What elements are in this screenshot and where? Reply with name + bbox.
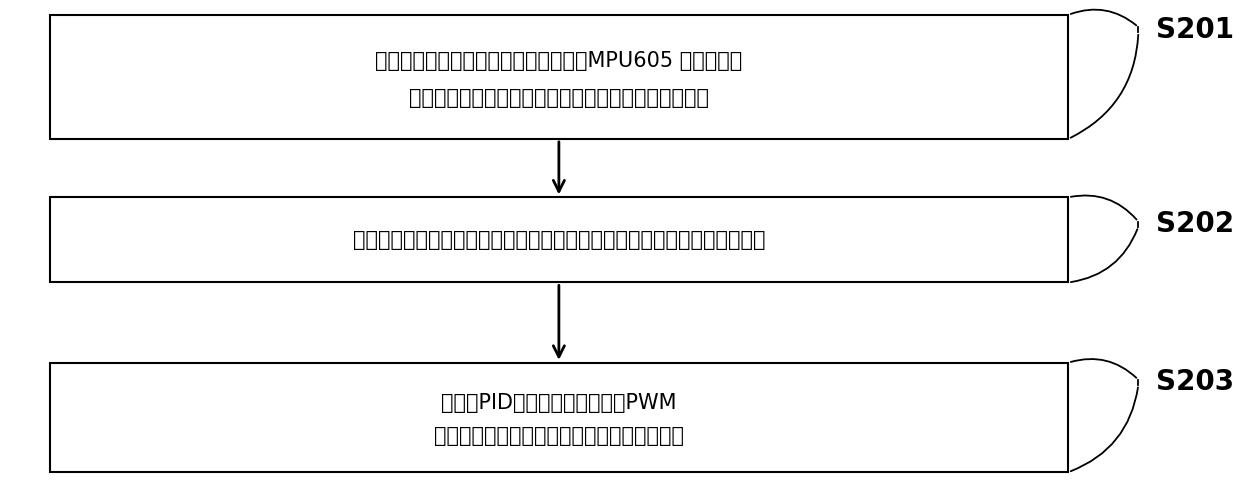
Text: S201: S201	[1156, 16, 1234, 43]
Text: S202: S202	[1156, 210, 1234, 238]
Bar	[50, 15, 1068, 139]
Bar	[50, 197, 1068, 282]
Bar	[50, 363, 1068, 472]
Text: 利用一阶互补滤波的方法对姿态传感器MPU605 片内陀螺仪: 利用一阶互补滤波的方法对姿态传感器MPU605 片内陀螺仪	[376, 51, 743, 71]
Text: 通过增量式编码器获取机器人两轮速度，同时通过摄像头获取轨道路径信息: 通过增量式编码器获取机器人两轮速度，同时通过摄像头获取轨道路径信息	[352, 230, 765, 250]
Text: S203: S203	[1156, 368, 1234, 396]
Text: 再采用PID闭环控制算法对电机PWM: 再采用PID闭环控制算法对电机PWM	[441, 393, 677, 413]
Text: 控制信号进行控制，实现系统的动态平衡控制: 控制信号进行控制，实现系统的动态平衡控制	[434, 426, 684, 446]
Text: 与加速度计进行数据融合，实时且精准地获取姿态倾角: 与加速度计进行数据融合，实时且精准地获取姿态倾角	[409, 88, 709, 108]
